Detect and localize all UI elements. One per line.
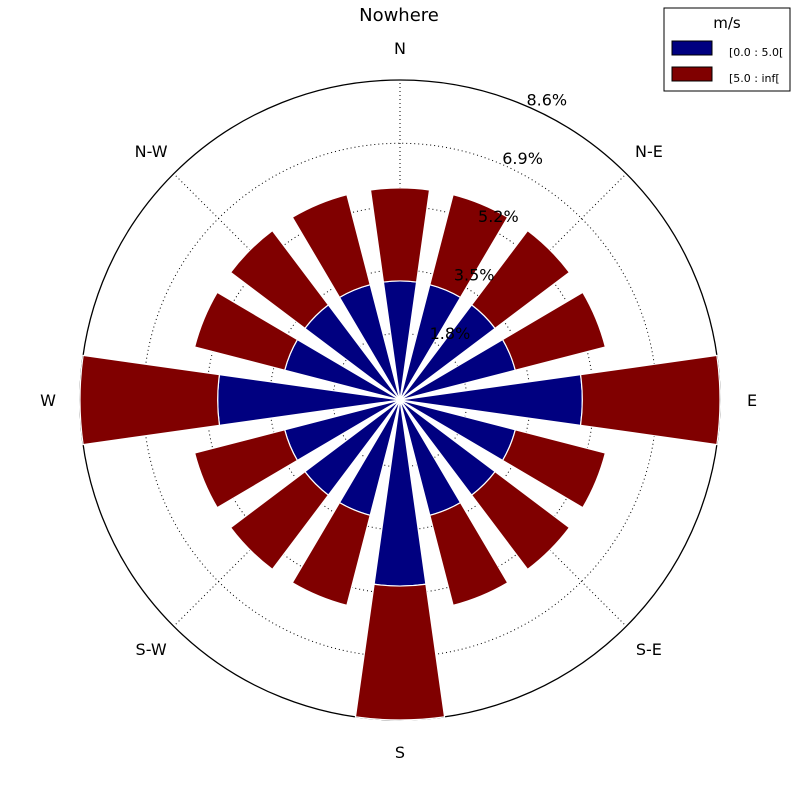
bar-high-speed [429,501,509,607]
bar-high-speed [229,470,330,571]
bar-high-speed [193,429,299,509]
bar-high-speed [291,193,371,299]
bar-high-speed [291,501,371,607]
bar-high-speed [429,193,509,299]
legend-label-low: [0.0 : 5.0[ [729,46,783,59]
direction-label: W [40,391,56,410]
radial-tick-label: 6.9% [502,149,543,168]
bar-high-speed [369,187,431,283]
bar-high-speed [229,229,330,330]
direction-label: S-E [636,640,662,659]
radial-tick-label: 8.6% [526,90,567,109]
legend-swatch-low [671,40,713,56]
bar-high-speed [193,291,299,371]
bar-high-speed [501,429,607,509]
bar-high-speed [501,291,607,371]
direction-label: S [395,743,405,762]
direction-label: N [394,39,406,58]
bar-high-speed [579,354,721,446]
direction-label: N-E [635,142,663,161]
direction-label: S-W [136,640,167,659]
bar-low-speed [382,280,418,401]
radial-tick-label: 3.5% [454,266,495,285]
bar-high-speed [470,470,571,571]
axis-labels: N N-E E S-E S S-W W N-W 1.8% 3.5% 5.2% 6.9% 8.6% [40,39,757,762]
radial-tick-label: 5.2% [478,207,519,226]
radial-tick-label: 1.8% [430,324,471,343]
chart-title: Nowhere [359,5,439,26]
bar-low-speed [217,373,401,427]
bar-high-speed [470,229,571,330]
bar-high-speed [354,583,446,721]
legend: m/s [0.0 : 5.0[ [5.0 : inf[ [663,7,791,92]
legend-label-high: [5.0 : inf[ [729,72,780,85]
direction-label: N-W [135,142,168,161]
legend-swatch-high [671,66,713,82]
bars [79,187,721,721]
direction-label: E [747,391,757,410]
bar-low-speed [373,399,427,587]
legend-title: m/s [713,14,741,32]
bar-high-speed [79,354,221,446]
bar-low-speed [399,373,583,427]
